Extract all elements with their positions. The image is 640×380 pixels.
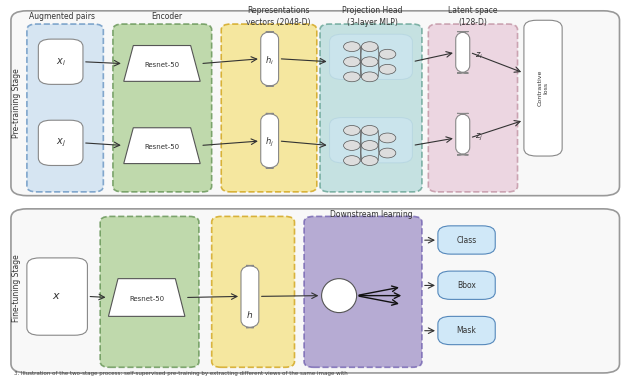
- Text: Projection Head
(3-layer MLP): Projection Head (3-layer MLP): [342, 6, 403, 27]
- FancyBboxPatch shape: [212, 216, 294, 367]
- Text: $z_j$: $z_j$: [476, 132, 483, 144]
- Circle shape: [362, 141, 378, 150]
- FancyBboxPatch shape: [260, 113, 278, 168]
- Text: $x_i$: $x_i$: [56, 56, 65, 68]
- FancyBboxPatch shape: [456, 113, 470, 155]
- Circle shape: [362, 125, 378, 135]
- FancyBboxPatch shape: [241, 266, 259, 328]
- FancyBboxPatch shape: [113, 24, 212, 192]
- FancyBboxPatch shape: [330, 117, 412, 163]
- Text: Mask: Mask: [456, 326, 477, 335]
- Polygon shape: [124, 46, 200, 81]
- Text: $h$: $h$: [246, 309, 253, 320]
- Text: Resnet-50: Resnet-50: [145, 62, 180, 68]
- FancyBboxPatch shape: [456, 32, 470, 73]
- Text: Contrastive
loss: Contrastive loss: [538, 70, 548, 106]
- FancyBboxPatch shape: [27, 24, 103, 192]
- Text: Resnet-50: Resnet-50: [129, 296, 164, 302]
- Circle shape: [344, 156, 360, 165]
- FancyBboxPatch shape: [11, 11, 620, 196]
- FancyBboxPatch shape: [438, 226, 495, 254]
- Text: Downstream learning: Downstream learning: [330, 210, 412, 219]
- Text: Latent space
(128-D): Latent space (128-D): [448, 6, 498, 27]
- Text: $h_i$: $h_i$: [265, 55, 274, 67]
- Text: $h_j$: $h_j$: [265, 136, 274, 149]
- FancyBboxPatch shape: [11, 209, 620, 373]
- Text: Class: Class: [456, 236, 477, 245]
- Polygon shape: [108, 279, 185, 317]
- FancyBboxPatch shape: [304, 216, 422, 367]
- FancyBboxPatch shape: [320, 24, 422, 192]
- FancyBboxPatch shape: [100, 216, 199, 367]
- FancyBboxPatch shape: [38, 39, 83, 84]
- Circle shape: [380, 148, 396, 158]
- Text: $z_i$: $z_i$: [476, 51, 483, 61]
- FancyBboxPatch shape: [260, 32, 278, 86]
- Circle shape: [362, 156, 378, 165]
- Circle shape: [344, 42, 360, 52]
- Text: $x_j$: $x_j$: [56, 137, 65, 149]
- Text: 3. Illustration of the two-stage process: self-supervised pre-training by extrac: 3. Illustration of the two-stage process…: [14, 370, 348, 375]
- Text: $x$: $x$: [52, 291, 61, 301]
- Circle shape: [344, 57, 360, 66]
- FancyBboxPatch shape: [428, 24, 518, 192]
- FancyBboxPatch shape: [438, 317, 495, 345]
- FancyBboxPatch shape: [27, 258, 88, 335]
- Text: Pre-training Stage: Pre-training Stage: [12, 68, 20, 138]
- Text: Encoder: Encoder: [152, 12, 182, 21]
- Text: Bbox: Bbox: [457, 281, 476, 290]
- FancyBboxPatch shape: [330, 34, 412, 79]
- Circle shape: [344, 125, 360, 135]
- Text: Augmented pairs: Augmented pairs: [29, 12, 95, 21]
- Circle shape: [362, 42, 378, 52]
- Text: Fine-tuning Stage: Fine-tuning Stage: [12, 254, 20, 322]
- Text: Representations
vectors (2048-D): Representations vectors (2048-D): [246, 6, 311, 27]
- Text: Resnet-50: Resnet-50: [145, 144, 180, 150]
- Polygon shape: [124, 128, 200, 164]
- Circle shape: [380, 64, 396, 74]
- Circle shape: [344, 141, 360, 150]
- Circle shape: [362, 57, 378, 66]
- Circle shape: [362, 72, 378, 82]
- Circle shape: [380, 133, 396, 143]
- FancyBboxPatch shape: [438, 271, 495, 299]
- Ellipse shape: [321, 279, 356, 313]
- FancyBboxPatch shape: [221, 24, 317, 192]
- Circle shape: [344, 72, 360, 82]
- FancyBboxPatch shape: [524, 20, 562, 156]
- Circle shape: [380, 49, 396, 59]
- FancyBboxPatch shape: [38, 120, 83, 165]
